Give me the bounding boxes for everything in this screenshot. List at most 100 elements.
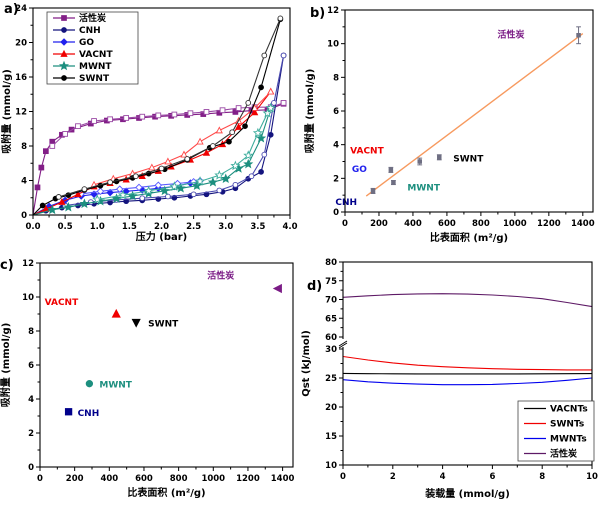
point-MWNT: MWNT <box>85 380 133 391</box>
svg-text:600: 600 <box>438 219 456 229</box>
point-GO: GO <box>352 165 394 175</box>
svg-text:1400: 1400 <box>271 474 295 484</box>
panel-b: b) CNH GO MWNT VACNT SWNT 活性炭 0 200 400 600 800 100… <box>300 0 600 253</box>
svg-text:80: 80 <box>325 258 337 268</box>
svg-text:2.0: 2.0 <box>154 222 169 232</box>
axis-titles: 比表面积 (m²/g) 吸附量 (mmol/g) <box>0 323 206 499</box>
fit-line <box>365 33 584 197</box>
y-axis-ticks: 0 2 4 6 8 10 12 <box>327 6 345 218</box>
svg-text:800: 800 <box>170 474 188 484</box>
plot-frame <box>39 262 294 468</box>
y-axis-ticks: 10 15 20 25 30 60 65 70 75 80 <box>325 258 343 471</box>
svg-text:8: 8 <box>539 472 545 482</box>
svg-text:6: 6 <box>489 472 495 482</box>
panel-c: c) CNH MWNT VACNT SWNT 活性炭 0 200 400 600 800 1000 1… <box>0 253 300 505</box>
series-swnts-qst <box>342 355 592 371</box>
svg-text:15: 15 <box>325 432 337 442</box>
svg-text:8: 8 <box>21 142 27 152</box>
svg-text:活性炭: 活性炭 <box>498 28 525 40</box>
point-MWNT: MWNT <box>391 180 441 194</box>
svg-text:60: 60 <box>325 333 337 343</box>
svg-text:2: 2 <box>333 174 339 184</box>
svg-text:10: 10 <box>22 293 34 303</box>
svg-text:1000: 1000 <box>503 219 527 229</box>
svg-text:10: 10 <box>325 461 337 471</box>
svg-text:10: 10 <box>327 40 339 50</box>
series-activated-carbon-qst <box>342 293 593 308</box>
svg-text:6: 6 <box>333 107 339 117</box>
series-activated-carbon-adsorption <box>32 100 287 216</box>
svg-text:CNH: CNH <box>79 26 101 36</box>
svg-text:200: 200 <box>66 474 84 484</box>
x-axis-ticks: 0 200 400 600 800 1000 1200 1400 <box>37 467 295 484</box>
svg-text:1200: 1200 <box>236 474 260 484</box>
y-axis-ticks: 0 4 8 12 16 20 24 <box>15 4 33 221</box>
svg-text:VACNT: VACNT <box>79 50 113 60</box>
svg-text:0: 0 <box>28 463 34 473</box>
svg-text:0: 0 <box>342 219 348 229</box>
series-vacnts-qst <box>342 372 593 375</box>
svg-text:16: 16 <box>15 73 27 83</box>
svg-text:VACNT: VACNT <box>45 298 79 308</box>
point-CNH: CNH <box>64 408 100 419</box>
point-活性炭: 活性炭 <box>498 26 581 45</box>
svg-text:1000: 1000 <box>201 474 225 484</box>
series-cnh-desorption <box>62 52 287 209</box>
axis-titles: 压力 (bar) 吸附量 (mmol/g) <box>0 69 187 243</box>
panel-c-letter: c) <box>0 258 14 273</box>
svg-text:CNH: CNH <box>78 409 100 419</box>
svg-text:比表面积 (m²/g): 比表面积 (m²/g) <box>127 486 205 499</box>
svg-text:2.5: 2.5 <box>186 222 201 232</box>
x-axis-ticks: 0 200 400 600 800 1000 1200 1400 <box>342 212 595 229</box>
svg-text:活性炭: 活性炭 <box>550 448 577 460</box>
svg-text:400: 400 <box>100 474 118 484</box>
svg-text:比表面积 (m²/g): 比表面积 (m²/g) <box>430 231 508 244</box>
svg-text:10: 10 <box>586 472 598 482</box>
svg-text:1400: 1400 <box>571 219 595 229</box>
point-VACNT: VACNT <box>350 147 423 166</box>
svg-text:活性炭: 活性炭 <box>207 270 234 282</box>
axis-titles: 装载量 (mmol/g) Qst (kJ/mol) <box>301 330 510 500</box>
point-SWNT: SWNT <box>436 154 484 164</box>
svg-text:65: 65 <box>325 314 337 324</box>
plot-frame <box>344 9 594 213</box>
legend-entry-VACNTs: VACNTs <box>524 405 588 415</box>
panel-d-letter: d) <box>307 279 323 294</box>
chart-c-uptake-vs-surface-area: CNH MWNT VACNT SWNT 活性炭 0 200 400 600 800 1000 1200… <box>0 259 295 499</box>
svg-text:活性炭: 活性炭 <box>79 12 106 24</box>
svg-text:1.0: 1.0 <box>90 222 105 232</box>
point-VACNT: VACNT <box>45 298 121 318</box>
svg-text:2: 2 <box>28 429 34 439</box>
axis-titles: 比表面积 (m²/g) 吸附量 (mmol/g) <box>303 69 508 244</box>
svg-text:8: 8 <box>333 73 339 83</box>
svg-text:SWNT: SWNT <box>148 320 179 330</box>
svg-text:0: 0 <box>21 211 27 221</box>
svg-text:1.5: 1.5 <box>122 222 137 232</box>
svg-text:吸附量 (mmol/g): 吸附量 (mmol/g) <box>303 69 316 154</box>
series-mwnts-qst <box>342 377 593 386</box>
svg-text:70: 70 <box>325 296 337 306</box>
svg-text:4: 4 <box>28 395 34 405</box>
svg-text:GO: GO <box>79 38 94 48</box>
legend-entry-活性炭: 活性炭 <box>524 448 577 460</box>
svg-text:0: 0 <box>333 208 339 218</box>
legend-entry-活性炭: 活性炭 <box>53 12 106 24</box>
svg-text:3.0: 3.0 <box>218 222 233 232</box>
legend-entry-CNH: CNH <box>53 26 101 36</box>
svg-text:12: 12 <box>22 259 34 269</box>
point-SWNT: SWNT <box>131 318 179 330</box>
legend-entry-MWNTs: MWNTs <box>524 435 587 445</box>
svg-text:4.0: 4.0 <box>282 222 297 232</box>
chart-a-isotherms: 0.0 0.5 1.0 1.5 2.0 2.5 3.0 3.5 4.0 0 4 8 12 16 20 24 压力… <box>0 4 298 243</box>
svg-text:600: 600 <box>135 474 153 484</box>
svg-text:4: 4 <box>440 472 446 482</box>
svg-text:20: 20 <box>325 403 337 413</box>
legend-entry-VACNT: VACNT <box>53 49 113 60</box>
chart-b-uptake-vs-surface-area-fit: CNH GO MWNT VACNT SWNT 活性炭 0 200 400 600 800 1000 12… <box>303 6 595 244</box>
panel-b-letter: b) <box>310 6 326 21</box>
legend: 活性炭 CNH GO VACNT MWNT SWNT <box>46 11 139 85</box>
svg-text:Qst (kJ/mol): Qst (kJ/mol) <box>301 330 312 397</box>
legend-entry-MWNT: MWNT <box>53 60 112 72</box>
svg-text:200: 200 <box>370 219 388 229</box>
